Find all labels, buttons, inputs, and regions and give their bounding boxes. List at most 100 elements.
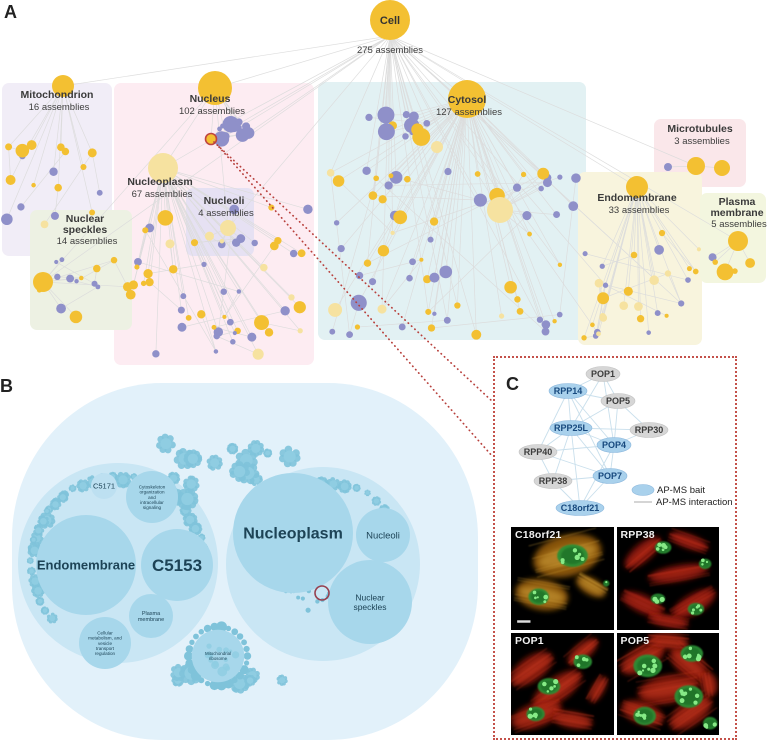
assembly-node	[204, 231, 214, 241]
assembly-node	[429, 272, 440, 283]
assembly-node	[429, 217, 439, 226]
micrograph-image	[511, 632, 614, 735]
diagram-label: Mitochondrial	[205, 651, 231, 656]
micrograph-label: RPP38	[620, 529, 655, 541]
assembly-node	[686, 266, 692, 272]
diagram-label: Plasma	[142, 611, 161, 617]
diagram-label: transport	[96, 646, 115, 651]
diagram-label: metabolism, and	[88, 636, 122, 641]
assembly-node	[220, 288, 227, 295]
diagram-label: Microtubules	[667, 123, 732, 135]
assembly-node	[26, 140, 37, 150]
assembly-node	[15, 143, 30, 158]
assembly-node	[143, 268, 153, 279]
hub-node-nucleoli	[220, 220, 236, 236]
assembly-node	[377, 245, 390, 257]
assembly-node	[54, 273, 61, 281]
assembly-node	[297, 249, 306, 258]
compartment-box-endomembrane	[578, 172, 702, 345]
hub-node-nucleoplasm	[148, 153, 178, 183]
assembly-node	[190, 239, 199, 247]
micrograph-grid: C18orf21 RPP38 POP1 POP5	[511, 527, 719, 735]
assembly-node	[350, 294, 367, 311]
assembly-node	[368, 278, 377, 286]
interaction-edge	[570, 373, 604, 429]
panel-c-box: C POP1 RPP14 POP5 RPP25L RPP30 POP4 RPP40 POP7 R…	[493, 356, 737, 740]
assembly-node	[268, 204, 275, 211]
assembly-node	[54, 259, 59, 265]
assembly-node	[664, 313, 669, 318]
assembly-node	[91, 280, 98, 287]
assembly-node	[185, 314, 192, 321]
assembly-node	[427, 236, 434, 243]
assembly-node	[31, 182, 36, 188]
hub-node-nucleus	[198, 71, 232, 105]
micrograph-POP5: POP5	[616, 632, 719, 735]
assembly-node	[363, 259, 372, 267]
assembly-node	[260, 263, 268, 272]
assembly-node	[197, 310, 206, 319]
legend-bait-swatch	[631, 484, 655, 496]
assembly-node	[557, 174, 563, 180]
assembly-node	[17, 203, 25, 211]
diagram-label: RPP25L	[554, 423, 589, 433]
diagram-label: Nuclear	[66, 213, 105, 225]
diagram-label: 67 assemblies	[132, 189, 193, 200]
assembly-node	[50, 211, 59, 220]
assembly-node	[646, 330, 651, 335]
micrograph-image	[616, 527, 719, 630]
assembly-node	[180, 293, 187, 300]
assembly-node	[213, 349, 219, 354]
packing-circle	[328, 560, 412, 644]
assembly-node	[365, 113, 373, 122]
assembly-node	[293, 301, 306, 314]
diagram-label: 4 assemblies	[198, 208, 254, 219]
assembly-node	[402, 110, 410, 119]
assembly-node	[590, 322, 595, 328]
packing-circle	[141, 529, 213, 601]
assembly-node	[40, 220, 49, 229]
assembly-node	[280, 306, 290, 316]
assembly-node	[552, 318, 557, 324]
micrograph-label: C18orf21	[515, 529, 562, 541]
panel-c-label: C	[506, 374, 519, 394]
assembly-node	[512, 183, 522, 192]
diagram-label: 127 assemblies	[436, 107, 502, 118]
assembly-node	[474, 171, 481, 177]
assembly-node	[471, 329, 482, 340]
diagram-label: speckles	[63, 224, 108, 236]
diagram-label: POP4	[602, 440, 626, 450]
micrograph-RPP38: RPP38	[616, 527, 719, 630]
assembly-node	[1, 213, 13, 226]
assembly-node	[66, 274, 75, 283]
assembly-node	[213, 332, 220, 340]
interaction-edge	[537, 390, 569, 453]
assembly-node	[177, 322, 187, 332]
packing-circle	[191, 629, 245, 683]
packing-circle	[356, 508, 410, 562]
diagram-label: RPP14	[554, 386, 583, 396]
assembly-node	[419, 257, 424, 262]
assembly-node	[568, 201, 579, 212]
assembly-node	[165, 239, 175, 249]
assembly-node	[522, 211, 532, 221]
assembly-node	[87, 148, 97, 158]
assembly-node	[443, 316, 451, 324]
packing-circle	[36, 515, 136, 615]
packing-circle	[129, 594, 173, 638]
assembly-node	[264, 328, 274, 337]
assembly-node	[553, 211, 561, 219]
protein-node-RPP14	[548, 383, 588, 399]
diagram-label: organization	[139, 490, 164, 495]
diagram-label: Cytoskeleton	[139, 484, 166, 489]
diagram-label: 275 assemblies	[357, 45, 423, 56]
assembly-node	[378, 195, 387, 204]
packing-circle	[79, 617, 131, 669]
assembly-node	[596, 331, 601, 337]
assembly-node	[236, 289, 242, 294]
protein-node-RPP40	[518, 444, 558, 460]
assembly-node	[222, 314, 227, 319]
protein-node-POP1	[585, 366, 621, 382]
assembly-node	[520, 171, 527, 178]
selected-assembly-ring	[314, 585, 330, 601]
